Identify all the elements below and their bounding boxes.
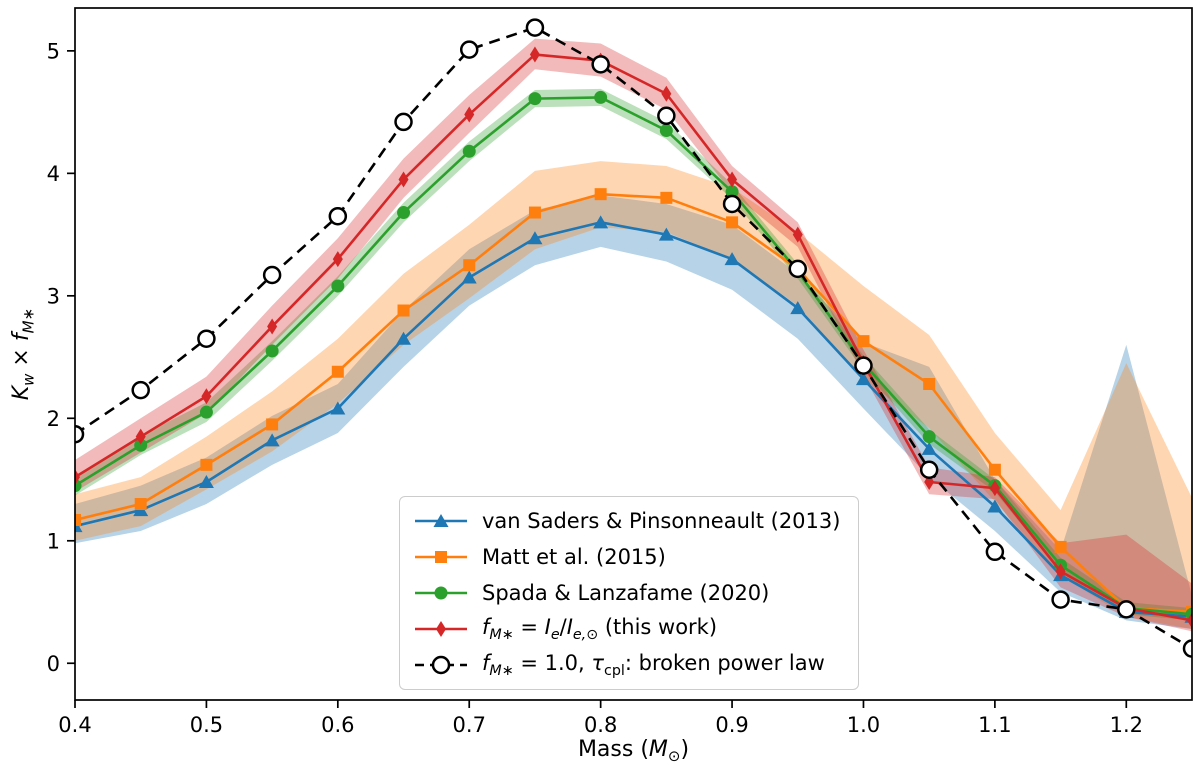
ylabel-ksub: w	[19, 373, 38, 386]
y-tick-label: 4	[47, 162, 60, 186]
y-tick-label: 1	[47, 529, 60, 553]
x-tick-label: 0.4	[58, 713, 91, 737]
legend-sample-circle-open-icon	[415, 655, 467, 675]
x-tick-label: 0.6	[321, 713, 354, 737]
legend-sample-square-icon	[415, 551, 467, 563]
legend-sample-circle-icon	[415, 586, 467, 600]
y-tick-label: 0	[47, 652, 60, 676]
legend: van Saders & Pinsonneault (2013) Matt et …	[399, 496, 860, 690]
ylabel-f: f	[8, 333, 34, 342]
x-tick-label: 0.7	[453, 713, 486, 737]
legend-item-vsp: van Saders & Pinsonneault (2013)	[412, 507, 840, 535]
line-broken	[75, 26, 1192, 650]
legend-sample-diamond-icon	[415, 621, 467, 637]
y-axis-label: Kw × fM∗	[9, 308, 37, 400]
legend-label: fM∗ = 1.0, τcpl: broken power law	[482, 651, 825, 679]
legend-item-spada: Spada & Lanzafame (2020)	[412, 579, 840, 607]
legend-label: Spada & Lanzafame (2020)	[482, 581, 770, 605]
legend-sample-triangle-icon	[415, 514, 467, 527]
x-tick-label: 0.9	[715, 713, 748, 737]
ylabel-times: ×	[8, 341, 34, 374]
plot-border	[74, 7, 1193, 701]
legend-label: Matt et al. (2015)	[482, 545, 666, 569]
xlabel-sun-symbol: ⊙	[667, 747, 681, 766]
legend-item-broken: fM∗ = 1.0, τcpl: broken power law	[412, 651, 840, 679]
xlabel-pre: Mass (	[577, 737, 649, 762]
y-tick-label: 3	[47, 284, 60, 308]
y-axis-label-wrap: Kw × fM∗	[0, 0, 46, 708]
y-tick-label: 5	[47, 39, 60, 63]
line-thiswork	[75, 53, 1192, 622]
legend-item-thiswork: fM∗ = Ie/Ie,⊙ (this work)	[412, 615, 840, 643]
legend-item-matt: Matt et al. (2015)	[412, 543, 840, 571]
x-tick-label: 1.2	[1110, 713, 1143, 737]
line-matt	[75, 192, 1192, 614]
xlabel-mass-symbol: M	[648, 737, 668, 762]
ylabel-k: K	[8, 385, 34, 401]
line-spada	[75, 96, 1192, 616]
line-vsp	[75, 221, 1192, 619]
x-tick-label: 0.8	[584, 713, 617, 737]
y-tick-label: 2	[47, 407, 60, 431]
x-tick-label: 1.1	[978, 713, 1011, 737]
x-tick-label: 0.5	[190, 713, 223, 737]
legend-label: van Saders & Pinsonneault (2013)	[482, 509, 841, 533]
x-axis-label: Mass (M⊙)	[75, 737, 1192, 765]
band-thiswork	[75, 38, 1192, 632]
ylabel-fsub: M∗	[19, 307, 38, 334]
legend-label: fM∗ = Ie/Ie,⊙ (this work)	[482, 615, 718, 643]
xlabel-post: )	[680, 737, 690, 762]
x-tick-label: 1.0	[847, 713, 880, 737]
